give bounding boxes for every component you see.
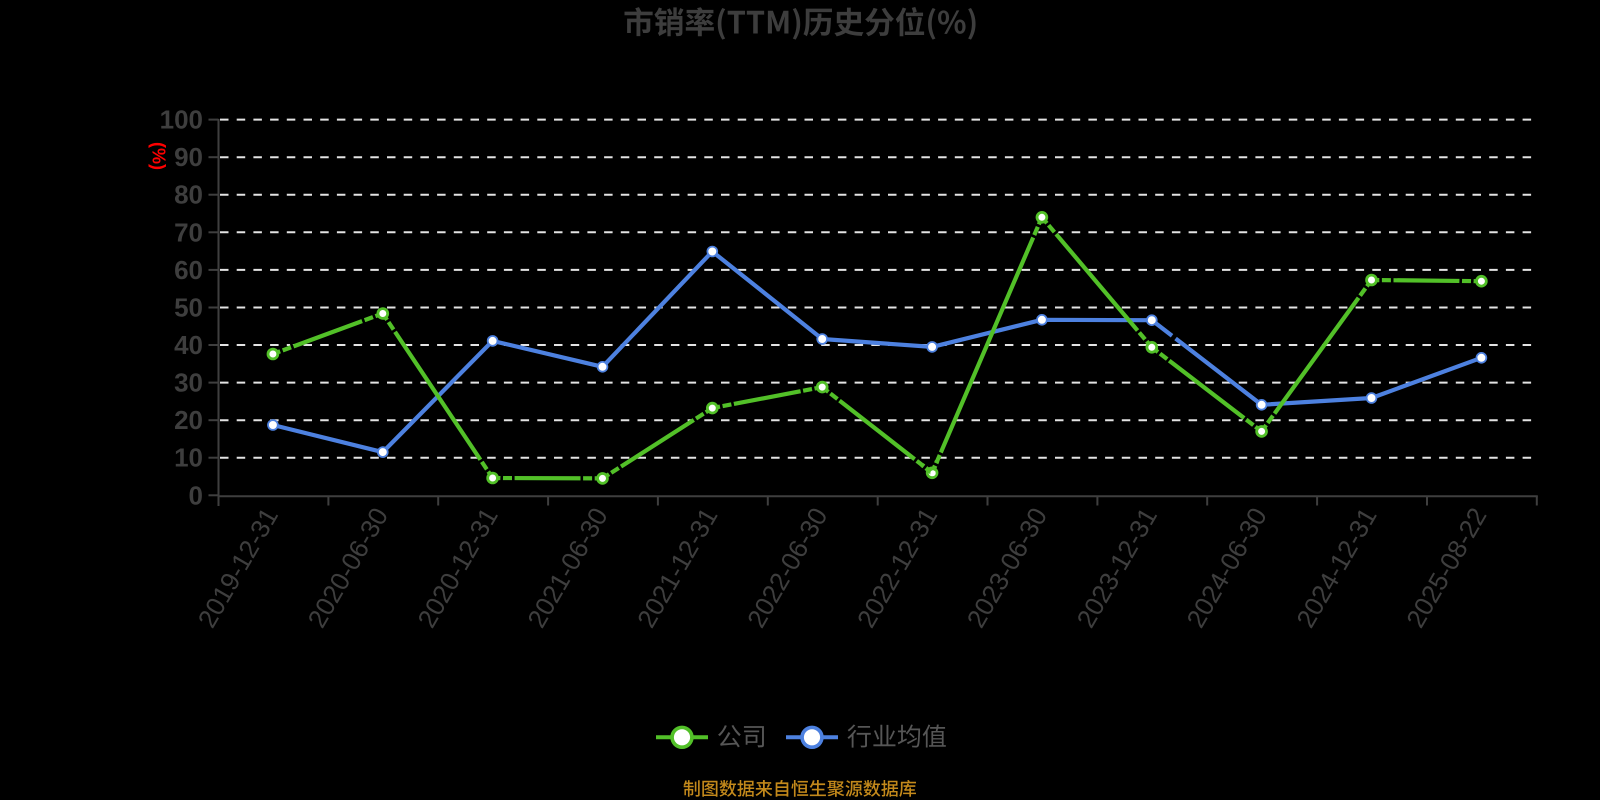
svg-text:70: 70 xyxy=(174,217,203,247)
svg-text:2019-12-31: 2019-12-31 xyxy=(192,503,284,633)
svg-text:2021-06-30: 2021-06-30 xyxy=(521,503,613,633)
svg-text:2022-06-30: 2022-06-30 xyxy=(741,503,833,633)
svg-text:2022-12-31: 2022-12-31 xyxy=(851,503,943,633)
svg-text:40: 40 xyxy=(174,330,203,360)
svg-text:2024-06-30: 2024-06-30 xyxy=(1180,503,1272,633)
svg-text:30: 30 xyxy=(174,368,203,398)
svg-text:90: 90 xyxy=(174,142,203,172)
svg-text:80: 80 xyxy=(174,180,203,210)
svg-text:20: 20 xyxy=(174,405,203,435)
svg-text:2025-08-22: 2025-08-22 xyxy=(1400,503,1492,633)
svg-text:60: 60 xyxy=(174,255,203,285)
svg-text:2023-06-30: 2023-06-30 xyxy=(961,503,1053,633)
svg-text:100: 100 xyxy=(160,105,203,135)
svg-text:10: 10 xyxy=(174,443,203,473)
svg-text:2020-06-30: 2020-06-30 xyxy=(302,503,394,633)
svg-text:2024-12-31: 2024-12-31 xyxy=(1290,503,1382,633)
svg-text:2021-12-31: 2021-12-31 xyxy=(631,503,723,633)
svg-text:2020-12-31: 2020-12-31 xyxy=(411,503,503,633)
svg-text:0: 0 xyxy=(189,480,203,510)
svg-text:(%): (%) xyxy=(149,142,169,170)
svg-text:50: 50 xyxy=(174,293,203,323)
svg-text:2023-12-31: 2023-12-31 xyxy=(1071,503,1163,633)
